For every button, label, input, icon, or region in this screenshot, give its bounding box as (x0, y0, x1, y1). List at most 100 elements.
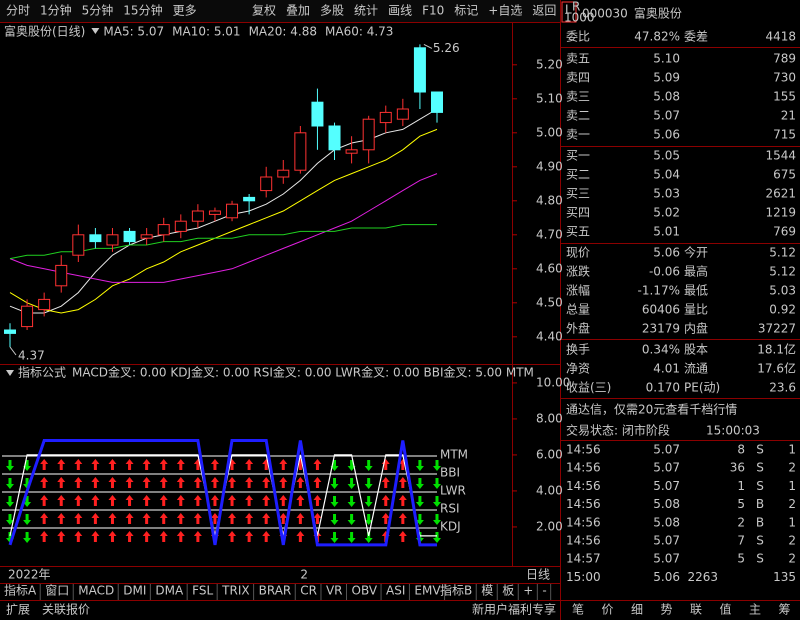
up-arrow (313, 513, 322, 524)
up-arrow (142, 531, 151, 542)
tab[interactable]: 窗口 (45, 584, 69, 598)
tab[interactable]: DMI (123, 584, 146, 598)
tab[interactable]: CR (300, 584, 317, 598)
ma-line (9, 128, 438, 314)
panel-tab[interactable]: 价 (601, 603, 613, 617)
up-arrow (142, 477, 151, 488)
ma-label: MA60: 4.73 (325, 25, 393, 39)
tab[interactable]: - (542, 584, 546, 598)
label: 买二 (566, 168, 590, 182)
tab[interactable]: 模 (481, 584, 493, 598)
tab[interactable]: TRIX (221, 584, 249, 598)
tab[interactable]: + (523, 584, 533, 598)
toolbar-button[interactable]: 5分钟 (82, 3, 114, 18)
up-arrow (210, 459, 219, 470)
candle-body (311, 101, 324, 127)
label: 卖三 (566, 90, 590, 104)
dropdown-icon[interactable] (6, 370, 14, 376)
toolbar-button[interactable]: 画线 (388, 4, 412, 18)
toolbar-button[interactable]: 多股 (320, 4, 344, 18)
ma-label: MA5: 5.07 (103, 25, 164, 39)
ad-link[interactable]: 通达信，仅需20元查看千档行情 (566, 403, 737, 417)
tick-count: 2 (788, 534, 796, 548)
up-arrow (279, 513, 288, 524)
y-tick-label: 5.10 (536, 91, 563, 105)
down-arrow (364, 532, 373, 543)
up-arrow (381, 513, 390, 524)
dropdown-icon[interactable] (91, 28, 100, 34)
down-arrow (433, 496, 441, 507)
tab[interactable]: OBV (352, 584, 378, 598)
ma-line (9, 173, 438, 283)
tab[interactable]: BRAR (259, 584, 292, 598)
toolbar-button[interactable]: F10 (422, 4, 444, 18)
tab[interactable]: FSL (192, 584, 213, 598)
quote-value: 17.6亿 (757, 361, 796, 376)
toolbar-button[interactable]: 叠加 (286, 4, 310, 18)
tick-time: 14:56 (566, 534, 601, 548)
tab[interactable]: 指标A (4, 583, 37, 598)
up-arrow (193, 477, 202, 488)
tab[interactable]: MACD (78, 584, 114, 598)
toolbar-button[interactable]: 返回 (532, 4, 556, 18)
quote-value: 4.01 (653, 362, 680, 376)
low-label: 4.37 (18, 349, 45, 363)
tab[interactable]: 板 (502, 584, 514, 598)
panel-tab[interactable]: 筹 (778, 603, 790, 617)
down-arrow (347, 460, 356, 471)
toolbar-button[interactable]: 1分钟 (40, 3, 72, 18)
up-arrow (74, 459, 83, 470)
quote-value: -0.06 (649, 265, 680, 279)
panel-tab[interactable]: 笔 (572, 602, 584, 617)
panel-tab[interactable]: 细 (631, 603, 643, 617)
panel-tab[interactable]: 值 (719, 602, 731, 617)
toolbar-button[interactable]: 标记 (454, 4, 478, 18)
footer-button[interactable]: 扩展 (6, 603, 30, 617)
down-arrow (347, 514, 356, 525)
toolbar-button[interactable]: +自选 (488, 4, 522, 18)
down-arrow (23, 514, 32, 525)
toolbar-button[interactable]: 复权 (252, 4, 276, 18)
indicator-title: 指标公式 (18, 365, 66, 380)
down-arrow (415, 478, 424, 489)
tick-price: 5.07 (653, 461, 680, 475)
promo-link[interactable]: 新用户福利专享 (472, 602, 556, 617)
down-arrow (433, 514, 441, 525)
up-arrow (159, 495, 168, 506)
panel-tab[interactable]: 联 (690, 603, 702, 617)
toolbar-bg (0, 0, 560, 22)
volume: 155 (773, 90, 796, 104)
row-label: MTM (440, 448, 468, 462)
price: 5.10 (653, 52, 680, 66)
up-arrow (245, 495, 254, 506)
tab[interactable]: EMV (414, 584, 441, 598)
footer-button[interactable]: 关联报价 (42, 602, 90, 617)
panel-tab[interactable]: 势 (660, 603, 672, 617)
toolbar-button[interactable]: 统计 (354, 4, 378, 18)
tab[interactable]: VR (326, 584, 343, 598)
quote-value: 0.92 (769, 303, 796, 317)
down-arrow (330, 478, 339, 489)
y-tick-label: 4.40 (536, 329, 563, 343)
tab[interactable]: ASI (386, 584, 405, 598)
toolbar-button[interactable]: 分时 (6, 4, 30, 18)
tick-count: 1 (788, 515, 796, 529)
tab[interactable]: DMA (155, 584, 184, 598)
down-arrow (23, 460, 32, 471)
quote-value: 18.1亿 (757, 342, 796, 357)
toolbar-button[interactable]: 15分钟 (123, 3, 162, 18)
toolbar-button[interactable]: 更多 (173, 4, 197, 18)
volume: 769 (773, 225, 796, 239)
candle-body (106, 234, 119, 246)
up-arrow (91, 495, 100, 506)
up-arrow (296, 513, 305, 524)
panel-tab[interactable]: 主 (749, 603, 761, 617)
down-arrow (6, 514, 14, 525)
tab[interactable]: 指标B (440, 583, 472, 598)
tick-volume: 8 (737, 443, 745, 457)
tick-time: 14:56 (566, 479, 601, 493)
volume: 1544 (765, 149, 796, 163)
quote-value: 0.170 (646, 381, 680, 395)
quote-value: 23.6 (769, 381, 796, 395)
up-arrow (228, 531, 237, 542)
